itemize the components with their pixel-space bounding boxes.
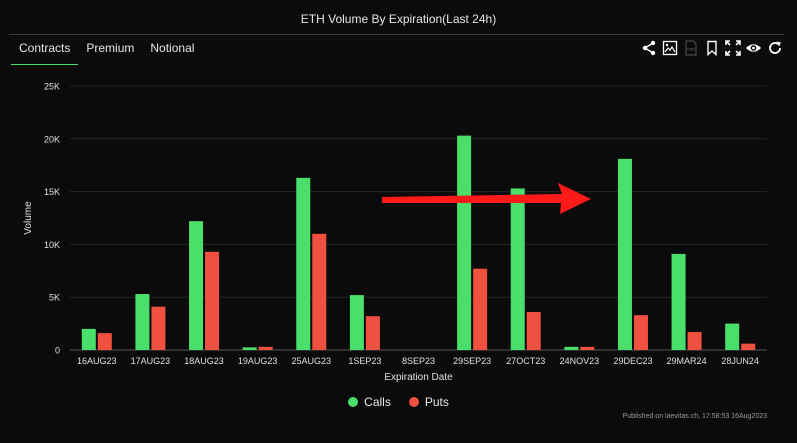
- x-tick-label: 27OCT23: [506, 356, 545, 366]
- bar-puts-18aug23: [205, 251, 220, 350]
- legend-item-calls[interactable]: Calls: [348, 395, 391, 409]
- volume-bar-chart: 0 5K 10K 15K 20K 25K 16AUG23 17AUG23 18AUG23 19AU…: [23, 82, 767, 383]
- tab-premium[interactable]: Premium: [86, 41, 135, 55]
- x-tick-label: 25AUG23: [292, 356, 332, 366]
- legend-label-puts: Puts: [424, 395, 449, 409]
- legend-label-calls: Calls: [364, 395, 391, 409]
- bar-calls-1sep23: [349, 295, 364, 350]
- bar-calls-28jun24: [725, 323, 740, 350]
- bar-calls-25aug23: [296, 177, 311, 350]
- metric-tabs: Contracts Premium Notional: [11, 36, 202, 66]
- csv-label: CSV: [686, 47, 695, 52]
- legend-swatch-calls: [348, 397, 359, 407]
- bar-puts-24nov23: [580, 346, 595, 350]
- share-icon[interactable]: [640, 39, 657, 57]
- x-tick-label: 1SEP23: [348, 356, 381, 366]
- x-tick-label: 19AUG23: [238, 356, 278, 366]
- x-tick-label: 29MAR24: [667, 356, 707, 366]
- annotation-arrow: [382, 183, 591, 214]
- bar-puts-1sep23: [365, 316, 380, 350]
- csv-download-icon[interactable]: CSV: [682, 39, 699, 57]
- bar-calls-29dec23: [617, 158, 632, 350]
- x-tick-label: 29SEP23: [453, 356, 491, 366]
- legend-swatch-puts: [408, 397, 419, 407]
- x-tick-label: 24NOV23: [560, 356, 600, 366]
- title-divider: [9, 34, 784, 35]
- published-note: Published on laevitas.ch, 17:58:53 16Aug…: [622, 413, 767, 420]
- y-tick-label: 25K: [44, 82, 60, 92]
- image-download-icon[interactable]: [661, 39, 678, 57]
- bar-puts-19aug23: [258, 346, 273, 350]
- tab-notional[interactable]: Notional: [150, 41, 195, 55]
- chart-legend: Calls Puts: [0, 395, 797, 409]
- tab-contracts[interactable]: Contracts: [11, 36, 79, 65]
- bar-puts-29sep23: [473, 268, 488, 350]
- bar-calls-29mar24: [671, 253, 686, 350]
- x-tick-label: 18AUG23: [184, 356, 224, 366]
- bar-puts-16aug23: [97, 333, 112, 350]
- bar-calls-19aug23: [242, 347, 257, 350]
- bar-calls-17aug23: [135, 294, 150, 350]
- y-tick-label: 15K: [44, 187, 60, 197]
- x-axis-label: Expiration Date: [384, 372, 453, 383]
- y-axis-label: Volume: [23, 201, 34, 235]
- bar-calls-27oct23: [510, 188, 525, 350]
- y-tick-label: 5K: [49, 293, 60, 303]
- bar-puts-29dec23: [633, 315, 648, 350]
- x-tick-label: 8SEP23: [402, 356, 435, 366]
- x-tick-label: 17AUG23: [131, 356, 171, 366]
- bar-calls-29sep23: [457, 135, 472, 350]
- chart-title: ETH Volume By Expiration(Last 24h): [300, 12, 497, 26]
- fullscreen-icon[interactable]: [724, 39, 741, 57]
- legend-item-puts[interactable]: Puts: [408, 395, 449, 409]
- y-tick-label: 20K: [44, 134, 60, 144]
- y-tick-label: 10K: [44, 240, 60, 250]
- chart-toolbar: CSV: [640, 39, 783, 57]
- bar-puts-28jun24: [741, 343, 756, 350]
- x-tick-label: 28JUN24: [721, 356, 759, 366]
- bar-puts-27oct23: [526, 311, 541, 350]
- y-tick-label: 0: [55, 346, 60, 356]
- bar-calls-24nov23: [564, 346, 579, 350]
- bar-puts-29mar24: [687, 332, 702, 350]
- bar-puts-17aug23: [151, 306, 166, 350]
- x-tick-label: 16AUG23: [77, 356, 117, 366]
- bar-puts-25aug23: [312, 233, 327, 350]
- refresh-icon[interactable]: [766, 39, 783, 57]
- eye-icon[interactable]: [745, 39, 762, 57]
- bookmark-icon[interactable]: [703, 39, 720, 57]
- bar-calls-18aug23: [189, 221, 204, 350]
- x-tick-label: 29DEC23: [613, 356, 652, 366]
- bar-calls-16aug23: [81, 328, 96, 350]
